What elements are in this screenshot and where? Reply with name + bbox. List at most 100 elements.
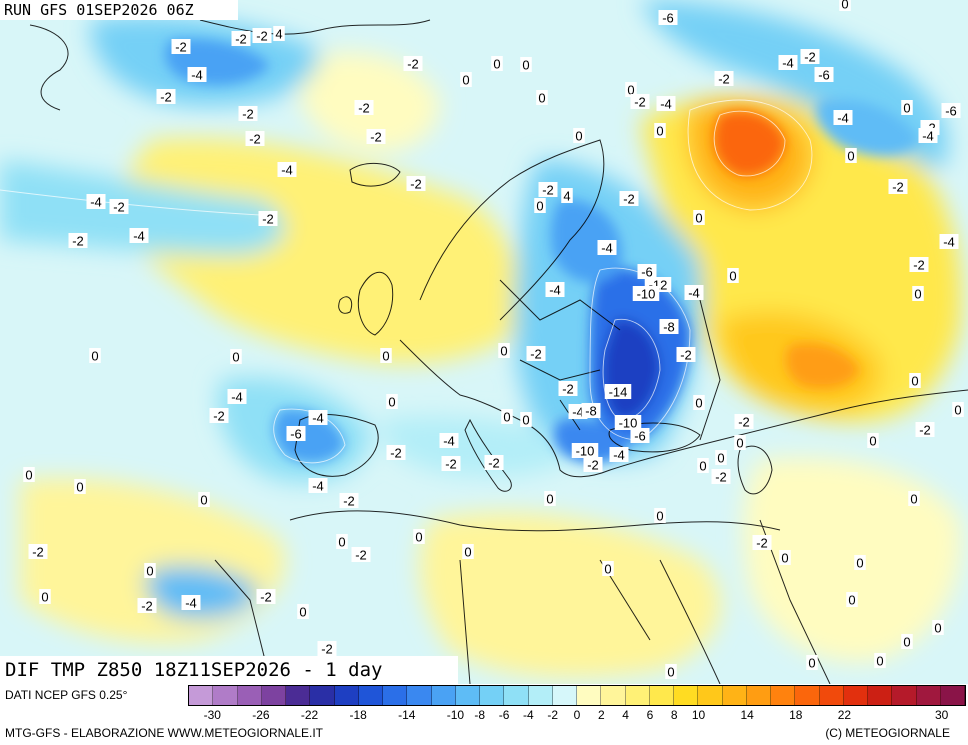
legend-swatch [358,686,383,705]
svg-text:-2: -2 [445,457,457,472]
contour-value-label: -4 [656,96,676,112]
svg-text:4: 4 [275,27,282,42]
contour-value-label: -2 [339,493,359,509]
contour-value-label: -2 [752,535,772,551]
contour-value-label: -2 [406,176,426,192]
legend-tick-label: 30 [935,708,949,722]
yellow-field-north-africa [419,512,721,678]
legend-swatch [868,686,893,705]
contour-value-label: -2 [245,131,265,147]
svg-text:-8: -8 [585,404,597,419]
contour-value-label: -2 [484,455,504,471]
svg-text:-2: -2 [242,107,254,122]
svg-text:-2: -2 [919,423,931,438]
svg-text:-2: -2 [262,212,274,227]
coastline-black-sea [608,422,701,453]
svg-text:0: 0 [736,436,743,451]
svg-text:0: 0 [667,665,674,680]
svg-text:0: 0 [464,545,471,560]
contour-value-label: -6 [658,10,678,26]
svg-text:-2: -2 [542,183,554,198]
svg-text:0: 0 [695,211,702,226]
contour-value-label: -4 [833,110,853,126]
legend-swatch [649,686,674,705]
contour-value-label: -10 [632,286,660,302]
contour-value-label: -2 [351,547,371,563]
contour-value-label: 0 [665,664,677,680]
svg-text:0: 0 [500,344,507,359]
svg-text:-2: -2 [407,57,419,72]
legend-tick-label: -14 [398,708,416,722]
coastline-north-africa [289,510,781,532]
svg-text:0: 0 [808,656,815,671]
credit-right: (C) METEOGIORNALE [825,726,950,740]
contour-value-label: -4 [545,282,565,298]
contour-value-label: 0 [501,409,513,425]
contour-value-label: -2 [231,31,251,47]
source-label: DATI NCEP GFS 0.25° [5,688,128,702]
contour-value-label: 0 [952,402,964,418]
svg-text:-4: -4 [613,448,625,463]
svg-text:-2: -2 [343,494,355,509]
contour-value-label: 0 [198,492,210,508]
contour-value-label: 0 [693,395,705,411]
contour-value-label: 0 [573,128,585,144]
contour-value-label: 0 [144,563,156,579]
svg-text:-2: -2 [715,470,727,485]
contour-value-label: -2 [711,469,731,485]
svg-text:-4: -4 [549,283,561,298]
legend-tick-label: -10 [446,708,465,722]
contour-value-label: 0 [230,349,242,365]
svg-text:-2: -2 [249,132,261,147]
svg-text:0: 0 [536,199,543,214]
blue-core-scandinavia [550,199,622,283]
contour-value-label: -2 [526,346,546,362]
contour-value-label: -2 [800,49,820,65]
contour-value-label: -2 [209,408,229,424]
svg-text:-4: -4 [443,434,455,449]
svg-text:0: 0 [699,459,706,474]
legend-swatch [722,686,747,705]
legend-tick-label: -4 [523,708,534,722]
svg-text:-6: -6 [818,68,830,83]
contour-value-label: -2 [558,381,578,397]
svg-text:0: 0 [841,0,848,12]
svg-text:-4: -4 [782,56,794,71]
contour-value-label: 0 [23,467,35,483]
contour-value-label: 0 [654,508,666,524]
legend-swatch [625,686,650,705]
contour-value-label: 0 [39,589,51,605]
legend-swatch [916,686,941,705]
contour-value-label: -2 [734,414,754,430]
contour-value-label: 0 [909,373,921,389]
contour-value-label: 0 [460,72,472,88]
svg-text:-2: -2 [32,545,44,560]
contour-value-label: -4 [918,128,938,144]
contour-value-label: 0 [727,268,739,284]
contour-value-label: 0 [912,286,924,302]
svg-text:0: 0 [934,621,941,636]
coastline-red-sea [659,559,721,684]
contour-value-label: -2 [888,179,908,195]
svg-text:-2: -2 [235,32,247,47]
contour-value-label: -2 [317,641,337,657]
contour-value-label: 0 [602,561,614,577]
contour-value-label: -2 [909,257,929,273]
svg-text:-2: -2 [634,95,646,110]
svg-text:-2: -2 [160,90,172,105]
contour-value-label: -2 [386,445,406,461]
svg-text:-10: -10 [576,444,595,459]
svg-text:0: 0 [91,349,98,364]
svg-text:-2: -2 [213,409,225,424]
isotherm-line [687,99,813,211]
svg-text:-4: -4 [231,390,243,405]
contour-value-label: 0 [534,198,546,214]
legend-swatch [674,686,699,705]
legend-tick-label: -26 [252,708,270,722]
contour-value-label: -2 [68,233,88,249]
yellow-field-east [743,457,962,662]
legend-tick-label: -2 [547,708,559,722]
svg-text:-2: -2 [113,200,125,215]
legend-swatch [383,686,408,705]
contour-value-label: -4 [609,447,629,463]
